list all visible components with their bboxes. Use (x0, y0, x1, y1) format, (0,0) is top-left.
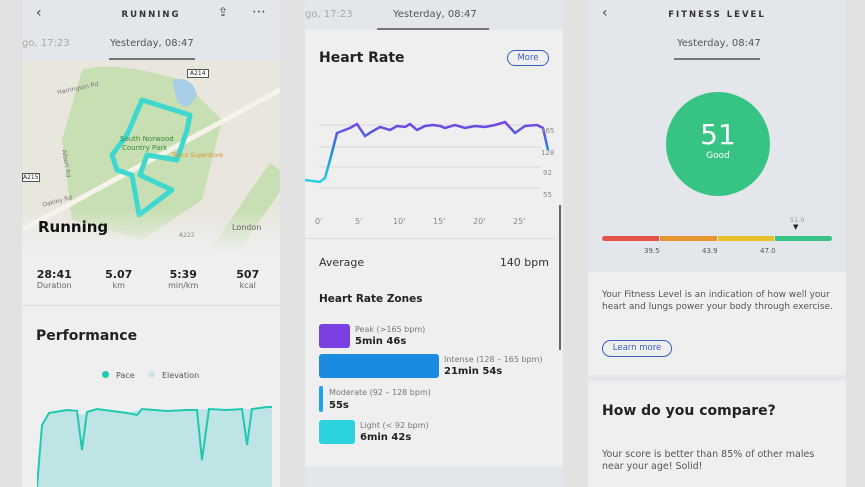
stat-value: 5.07 (105, 268, 133, 281)
heart-rate-screen: go, 17:23 Yesterday, 08:47 Heart Rate Mo… (305, 0, 563, 487)
screen-title: RUNNING (121, 10, 181, 20)
stat-label: kcal (239, 281, 256, 290)
marker-label: 51.0 (790, 216, 805, 224)
compare-title: How do you compare? (602, 403, 776, 419)
map-graphic (22, 66, 280, 262)
map-label: Tesco Superstore (172, 152, 224, 159)
zone-label: Peak (>165 bpm) (355, 325, 426, 334)
back-icon[interactable]: ‹ (36, 5, 42, 21)
scale-tick: 47.0 (760, 247, 776, 255)
more-button[interactable]: More (507, 50, 549, 66)
marker-triangle-icon: ▼ (793, 223, 799, 231)
y-tick: 92 (543, 169, 552, 177)
zones-title: Heart Rate Zones (319, 293, 423, 305)
x-tick: 20' (473, 217, 485, 226)
score-value: 51 (700, 118, 736, 151)
x-tick: 0' (315, 217, 322, 226)
tab-previous[interactable]: go, 17:23 (305, 9, 353, 20)
zone-value: 6min 42s (360, 432, 412, 443)
legend-label: Elevation (162, 371, 200, 380)
map-label: A215 (22, 173, 40, 182)
x-tick: 5' (355, 217, 362, 226)
legend-swatch (102, 371, 109, 378)
share-icon[interactable]: ⇪ (218, 5, 229, 19)
heart-rate-chart: 165 128 92 55 0' 5' 10' 15' 20' 25' (305, 120, 554, 226)
average-value: 140 bpm (499, 256, 549, 269)
fitness-level-screen: ‹ FITNESS LEVEL Yesterday, 08:47 51 Good… (588, 0, 846, 487)
zone-label: Light (< 92 bpm) (360, 421, 429, 430)
section-title: Heart Rate (319, 50, 405, 66)
tab-indicator (377, 28, 489, 30)
average-label: Average (319, 256, 365, 269)
divider (22, 305, 280, 306)
zone-label: Moderate (92 – 128 bpm) (329, 388, 431, 397)
tab-previous[interactable]: go, 17:23 (22, 38, 70, 49)
map-label: A222 (179, 232, 195, 239)
stat-value: 507 (236, 268, 260, 281)
back-icon[interactable]: ‹ (602, 5, 608, 21)
tab-indicator (109, 58, 195, 60)
scale-tick: 43.9 (702, 247, 718, 255)
x-tick: 10' (393, 217, 405, 226)
zone-value: 55s (329, 400, 349, 411)
header (22, 0, 280, 60)
map-label: Country Park (122, 144, 168, 152)
stat-value: 28:41 (36, 268, 72, 281)
section-title: Performance (36, 328, 138, 344)
stats-row: 28:41 Duration 5.07 km 5:39 min/km 507 kcal (22, 268, 280, 290)
zone-bar-peak (319, 324, 350, 348)
more-icon[interactable]: ⋯ (252, 4, 266, 20)
running-screen: A214 Harrington Rd South Norwood Country… (22, 0, 280, 487)
x-tick: 15' (433, 217, 445, 226)
footer (305, 466, 563, 487)
y-tick: 55 (543, 191, 552, 199)
stat-label: min/km (168, 281, 199, 290)
y-tick: 165 (541, 127, 554, 135)
score-rating: Good (706, 151, 730, 161)
heart-rate-line (305, 120, 550, 184)
stat-label: Duration (36, 281, 72, 290)
zone-bar-intense (319, 354, 439, 378)
x-tick: 25' (513, 217, 525, 226)
stat-value: 5:39 (169, 268, 197, 281)
learn-more-button[interactable]: Learn more (602, 340, 672, 357)
map-label: London (232, 223, 262, 232)
legend-swatch (148, 371, 155, 378)
fitness-scale (602, 236, 832, 241)
legend-label: Pace (116, 371, 135, 380)
zone-label: Intense (128 – 165 bpm) (444, 355, 543, 364)
divider (588, 375, 846, 381)
activity-title: Running (38, 218, 109, 236)
tab-indicator (674, 58, 760, 60)
stat-label: km (112, 281, 125, 290)
tab-active[interactable]: Yesterday, 08:47 (393, 9, 477, 20)
y-tick: 128 (541, 149, 554, 157)
compare-text: Your score is better than 85% of other m… (602, 449, 815, 472)
scrollbar[interactable] (559, 205, 561, 350)
score-circle: 51 Good (666, 92, 770, 196)
zone-value: 21min 54s (444, 366, 503, 377)
route-map[interactable]: A214 Harrington Rd South Norwood Country… (22, 60, 280, 262)
divider (305, 238, 555, 239)
pace-chart (37, 406, 272, 487)
tab-active[interactable]: Yesterday, 08:47 (677, 38, 761, 49)
screen-title: FITNESS LEVEL (668, 10, 766, 20)
tab-active[interactable]: Yesterday, 08:47 (110, 38, 194, 49)
header (305, 0, 563, 30)
zone-value: 5min 46s (355, 336, 407, 347)
scale-tick: 39.5 (644, 247, 660, 255)
map-label: A214 (187, 69, 209, 78)
zone-bar-moderate (319, 386, 323, 412)
description: Your Fitness Level is an indication of h… (602, 290, 833, 312)
map-label: South Norwood (120, 135, 174, 143)
zone-bar-light (319, 420, 355, 444)
